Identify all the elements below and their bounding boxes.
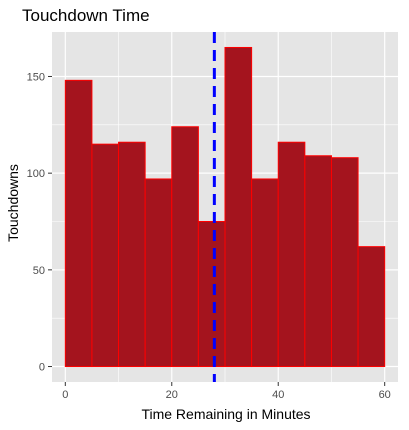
y-tick-label: 0: [39, 362, 45, 374]
histogram-bar-6: [197, 221, 226, 368]
y-tick-label: 100: [27, 168, 45, 180]
histogram-bar-3: [118, 141, 146, 368]
x-tick-label: 40: [272, 389, 284, 401]
histogram-bar-9: [277, 141, 306, 368]
histogram-bar-2: [91, 143, 120, 368]
histogram-bar-4: [144, 178, 173, 368]
histogram-bar-7: [224, 46, 253, 368]
bars: [64, 46, 386, 368]
histogram-bar-1: [64, 79, 93, 368]
x-axis: 0 20 40 60: [62, 382, 391, 401]
y-tick-label: 50: [33, 265, 45, 277]
histogram-bar-5: [171, 126, 199, 368]
histogram-bar-12: [357, 246, 386, 368]
histogram-bar-11: [330, 157, 359, 368]
y-axis: 0 50 100 150: [27, 71, 52, 374]
x-axis-title: Time Remaining in Minutes: [141, 406, 310, 422]
histogram-bar-8: [251, 178, 279, 368]
x-tick-label: 60: [379, 389, 391, 401]
histogram-bar-10: [304, 155, 332, 368]
y-tick-label: 150: [27, 71, 45, 83]
y-axis-title: Touchdowns: [5, 164, 21, 242]
x-tick-label: 0: [62, 389, 68, 401]
chart-title: Touchdown Time: [22, 6, 150, 25]
x-tick-label: 20: [166, 389, 178, 401]
